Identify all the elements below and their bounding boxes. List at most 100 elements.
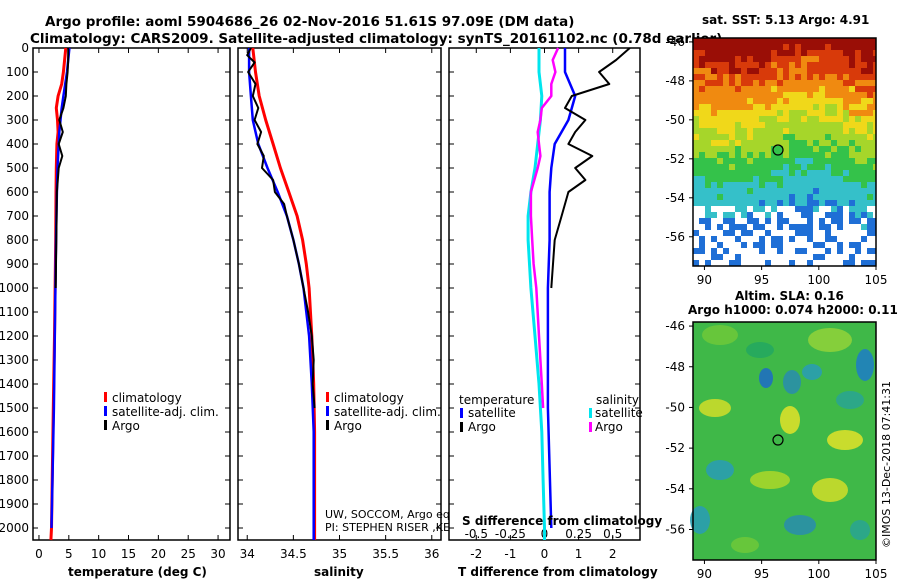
diff-legend-sal-title: salinity — [596, 393, 639, 407]
sst-cell — [711, 62, 717, 68]
sst-cell — [723, 92, 729, 98]
sst-cell — [729, 86, 735, 92]
sst-cell — [819, 68, 825, 74]
sst-cell — [705, 56, 711, 62]
sst-cell — [849, 140, 855, 146]
sst-cell — [777, 182, 783, 188]
sst-cell — [843, 122, 849, 128]
sst-cell — [759, 86, 765, 92]
sst-cell — [735, 182, 741, 188]
sst-cell — [789, 86, 795, 92]
sst-cell — [849, 116, 855, 122]
difference-top-xlabel: S difference from climatology — [462, 514, 662, 528]
sst-cell — [711, 98, 717, 104]
sst-cell — [819, 122, 825, 128]
sst-cell — [699, 86, 705, 92]
x-tick-label: 34.5 — [280, 547, 307, 561]
sst-cell — [873, 188, 876, 194]
sst-cell — [777, 200, 783, 206]
sst-cell — [699, 218, 705, 224]
sst-cell — [693, 116, 699, 122]
sst-cell — [807, 116, 813, 122]
sst-cell — [759, 194, 765, 200]
sst-cell — [699, 128, 705, 134]
sst-cell — [855, 140, 861, 146]
sst-cell — [819, 128, 825, 134]
sst-cell — [777, 248, 783, 254]
depth-axis-labels: 0 100 200 300 400 500 600 700 800 900 1000 1100 1200… — [0, 41, 29, 535]
sst-cell — [837, 140, 843, 146]
sst-cell — [771, 194, 777, 200]
sst-cell — [759, 62, 765, 68]
sst-cell — [765, 134, 771, 140]
sst-cell — [849, 218, 855, 224]
sst-cell — [807, 164, 813, 170]
sst-cell — [783, 80, 789, 86]
sst-cell — [813, 194, 819, 200]
sst-cell — [723, 134, 729, 140]
sst-cell — [855, 176, 861, 182]
sst-cell — [771, 86, 777, 92]
sst-cell — [813, 50, 819, 56]
sst-cell — [729, 74, 735, 80]
sst-cell — [867, 110, 873, 116]
sst-cell — [867, 104, 873, 110]
sst-cell — [771, 80, 777, 86]
sst-cell — [717, 182, 723, 188]
sst-cell — [789, 44, 795, 50]
sst-cell — [693, 50, 699, 56]
sst-cell — [771, 206, 777, 212]
sst-cell — [741, 56, 747, 62]
sst-cell — [693, 200, 699, 206]
sst-cell — [765, 68, 771, 74]
legend-climatology-label: climatology — [112, 391, 182, 405]
sst-cell — [705, 98, 711, 104]
sst-cell — [711, 248, 717, 254]
sst-cell — [747, 164, 753, 170]
sst-cell — [789, 146, 795, 152]
sst-cell — [717, 80, 723, 86]
sst-cell — [729, 146, 735, 152]
sla-blob — [690, 506, 710, 534]
sst-cell — [861, 122, 867, 128]
sst-cell — [771, 44, 777, 50]
sst-cell — [759, 50, 765, 56]
sst-cell — [735, 152, 741, 158]
sst-cell — [843, 92, 849, 98]
sst-cell — [819, 92, 825, 98]
sst-cell — [873, 104, 876, 110]
sst-cell — [735, 80, 741, 86]
sst-cell — [867, 212, 873, 218]
sst-cell — [741, 74, 747, 80]
sst-cell — [753, 170, 759, 176]
sst-cell — [831, 212, 837, 218]
sst-cell — [699, 98, 705, 104]
sst-cell — [729, 140, 735, 146]
sst-cell — [867, 224, 873, 230]
sst-cell — [753, 38, 759, 44]
sst-cell — [753, 224, 759, 230]
sst-cell — [777, 80, 783, 86]
sst-cell — [795, 230, 801, 236]
sst-cell — [825, 62, 831, 68]
legend-argo-label: Argo — [112, 419, 140, 433]
legend-climatology-swatch — [104, 392, 107, 402]
sst-cell — [849, 170, 855, 176]
sst-cell — [717, 86, 723, 92]
sst-cell — [693, 248, 699, 254]
sst-cell — [831, 128, 837, 134]
sst-cell — [873, 50, 876, 56]
sst-cell — [813, 56, 819, 62]
sst-cell — [801, 116, 807, 122]
sst-map-ticks: -46 -48 -50 -52 -54 -56 90 95 100 105 — [665, 35, 887, 287]
sst-cell — [789, 110, 795, 116]
sst-cell — [771, 98, 777, 104]
sst-cell — [825, 74, 831, 80]
sst-cell — [729, 110, 735, 116]
sst-cell — [873, 98, 876, 104]
sst-cell — [747, 146, 753, 152]
sst-cell — [801, 176, 807, 182]
sst-cell — [741, 92, 747, 98]
sst-cell — [789, 164, 795, 170]
sst-cell — [717, 44, 723, 50]
